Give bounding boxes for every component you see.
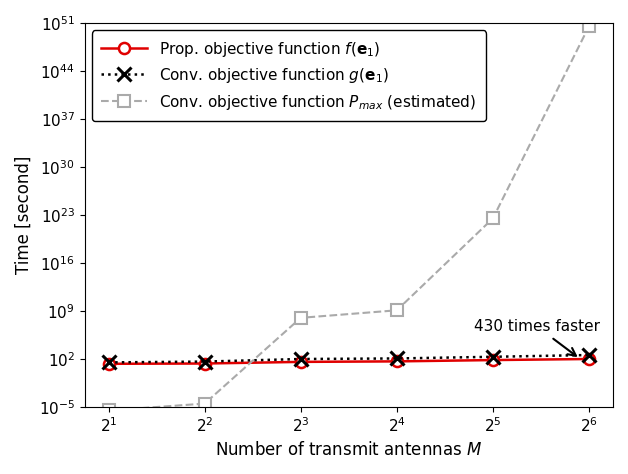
Conv. objective function $g(\mathbf{e}_1)$ bbox=[489, 354, 497, 360]
Conv. objective function $P_{max}$ (estimated) bbox=[201, 401, 208, 406]
Conv. objective function $g(\mathbf{e}_1)$ bbox=[393, 356, 401, 361]
Prop. objective function $f(\mathbf{e}_1)$ bbox=[585, 356, 593, 362]
Prop. objective function $f(\mathbf{e}_1)$ bbox=[201, 361, 208, 366]
Line: Prop. objective function $f(\mathbf{e}_1)$: Prop. objective function $f(\mathbf{e}_1… bbox=[103, 354, 595, 369]
Conv. objective function $g(\mathbf{e}_1)$ bbox=[201, 359, 208, 365]
Prop. objective function $f(\mathbf{e}_1)$ bbox=[105, 361, 112, 367]
Prop. objective function $f(\mathbf{e}_1)$ bbox=[297, 359, 305, 365]
Conv. objective function $P_{max}$ (estimated) bbox=[489, 216, 497, 221]
X-axis label: Number of transmit antennas $M$: Number of transmit antennas $M$ bbox=[215, 441, 482, 459]
Conv. objective function $P_{max}$ (estimated) bbox=[393, 308, 401, 313]
Conv. objective function $P_{max}$ (estimated) bbox=[585, 23, 593, 29]
Legend: Prop. objective function $f(\mathbf{e}_1)$, Conv. objective function $g(\mathbf{: Prop. objective function $f(\mathbf{e}_1… bbox=[92, 30, 485, 121]
Prop. objective function $f(\mathbf{e}_1)$ bbox=[393, 358, 401, 364]
Text: 430 times faster: 430 times faster bbox=[474, 319, 600, 356]
Conv. objective function $g(\mathbf{e}_1)$ bbox=[585, 352, 593, 358]
Conv. objective function $P_{max}$ (estimated) bbox=[297, 315, 305, 321]
Conv. objective function $P_{max}$ (estimated) bbox=[105, 408, 112, 413]
Conv. objective function $g(\mathbf{e}_1)$ bbox=[297, 356, 305, 362]
Conv. objective function $g(\mathbf{e}_1)$ bbox=[105, 360, 112, 365]
Line: Conv. objective function $g(\mathbf{e}_1)$: Conv. objective function $g(\mathbf{e}_1… bbox=[102, 348, 596, 369]
Prop. objective function $f(\mathbf{e}_1)$ bbox=[489, 357, 497, 363]
Y-axis label: Time [second]: Time [second] bbox=[15, 156, 33, 274]
Line: Conv. objective function $P_{max}$ (estimated): Conv. objective function $P_{max}$ (esti… bbox=[103, 21, 595, 416]
